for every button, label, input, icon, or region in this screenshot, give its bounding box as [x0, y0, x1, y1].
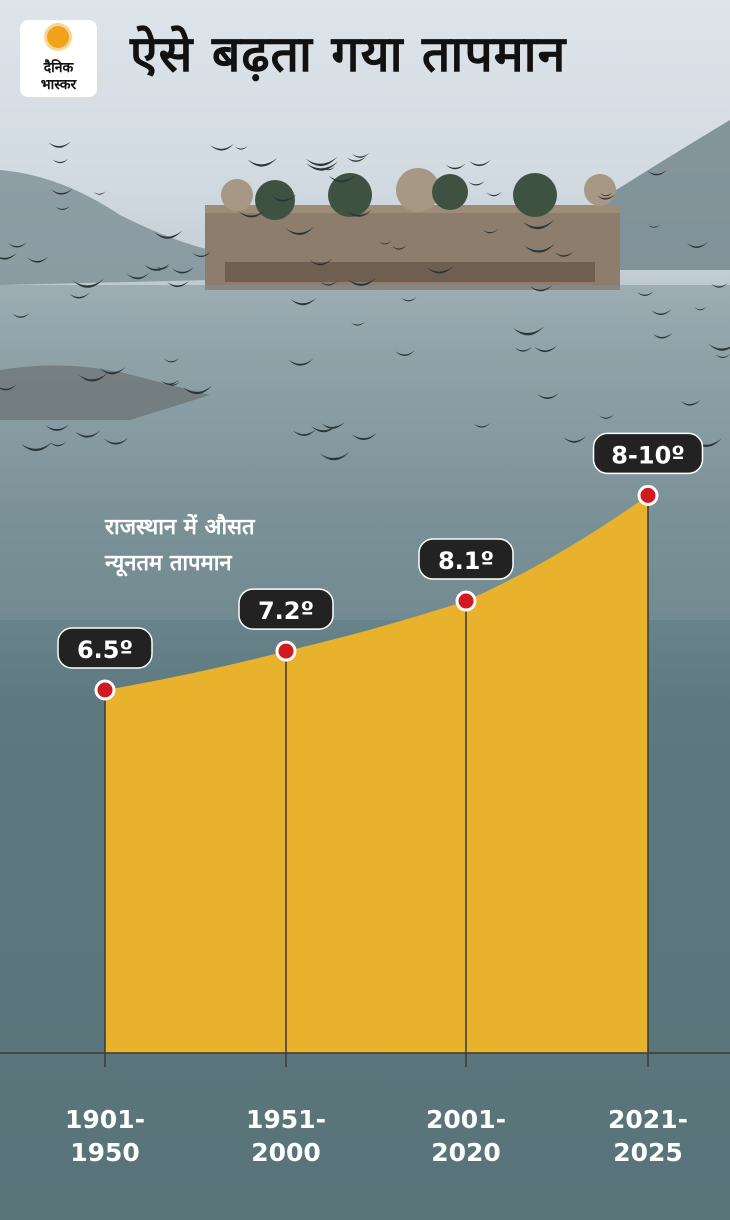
data-point-marker [275, 640, 297, 662]
x-tick-label: 1901- 1950 [35, 1103, 175, 1169]
dainik-bhaskar-logo: दैनिक भास्कर [20, 20, 97, 97]
logo-text-line2: भास्कर [40, 77, 77, 93]
x-tick-label-line: 2020 [431, 1138, 501, 1167]
data-label-pill [238, 588, 334, 630]
x-tick-label: 2021- 2025 [578, 1103, 718, 1169]
data-label-pill [418, 538, 514, 580]
chart-subtitle: राजस्थान में औसत न्यूनतम तापमान [105, 510, 255, 582]
data-point-marker [637, 484, 659, 506]
data-label: 6.5º [77, 636, 133, 664]
data-label-pill [592, 432, 704, 475]
subtitle-line-1: राजस्थान में औसत [105, 515, 255, 540]
x-tick-label-line: 2001- [426, 1105, 506, 1134]
x-tick-label: 1951- 2000 [216, 1103, 356, 1169]
x-tick-label-line: 1951- [246, 1105, 326, 1134]
data-label-pill [57, 627, 153, 669]
data-point-marker [455, 590, 477, 612]
data-label: 8.1º [438, 547, 494, 575]
subtitle-line-2: न्यूनतम तापमान [105, 551, 232, 576]
logo-text-line1: दैनिक [43, 60, 74, 76]
data-point-marker [94, 679, 116, 701]
page-title: ऐसे बढ़ता गया तापमान [130, 25, 567, 83]
x-tick-label-line: 1950 [70, 1138, 140, 1167]
area-fill [105, 495, 648, 1053]
x-tick-label-line: 2025 [613, 1138, 683, 1167]
data-label: 7.2º [258, 597, 314, 625]
x-tick-label-line: 2000 [251, 1138, 321, 1167]
x-tick-label-line: 2021- [608, 1105, 688, 1134]
sun-icon [47, 26, 69, 48]
x-tick-label: 2001- 2020 [396, 1103, 536, 1169]
x-tick-label-line: 1901- [65, 1105, 145, 1134]
data-label: 8-10º [611, 441, 685, 469]
